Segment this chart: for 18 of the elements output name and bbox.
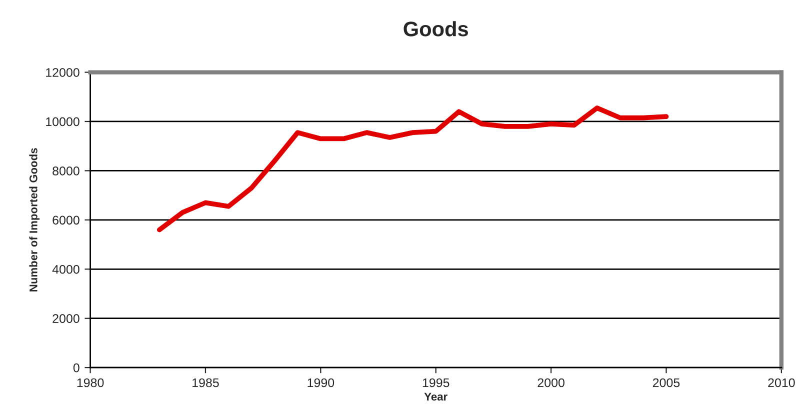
y-tick-label: 4000 xyxy=(52,264,80,274)
y-tick-label: 2000 xyxy=(52,314,80,324)
line-series xyxy=(156,106,669,232)
x-tick-label: 2000 xyxy=(538,378,564,388)
chart-title: Goods xyxy=(404,21,468,36)
y-tick-label: 6000 xyxy=(52,216,80,225)
y-axis-title: Number of Imported Goods xyxy=(29,148,40,292)
x-tick-label: 2010 xyxy=(768,378,795,388)
x-axis-title: Year xyxy=(424,392,448,401)
x-tick-label: 1990 xyxy=(308,378,334,388)
x-tick-label: 2005 xyxy=(652,378,680,388)
x-tick-label: 1995 xyxy=(422,378,450,388)
y-tick-label: 0 xyxy=(73,363,80,372)
x-tick-label: 1985 xyxy=(192,378,219,388)
x-tick-label: 1980 xyxy=(77,378,104,388)
y-tick-label: 10000 xyxy=(46,117,80,126)
y-tick-label: 8000 xyxy=(52,166,80,176)
y-tick-label: 12000 xyxy=(46,68,80,77)
